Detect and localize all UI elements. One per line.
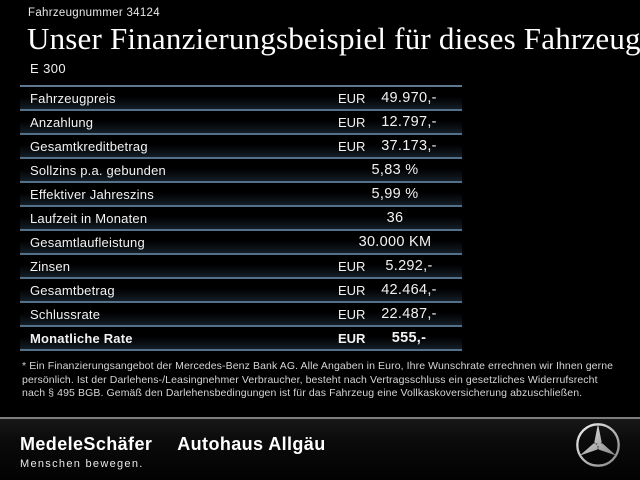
row-currency: EUR xyxy=(338,282,366,298)
row-value: 30.000 KM xyxy=(358,234,432,250)
dealer-block: MedeleSchäfer Autohaus Allgäu Menschen b… xyxy=(20,434,326,470)
financing-row: Monatliche Rate EUR 555,- xyxy=(20,327,462,351)
vehicle-number: Fahrzeugnummer 34124 xyxy=(28,7,160,19)
row-label: Gesamtlaufleistung xyxy=(30,234,145,250)
mercedes-star-icon xyxy=(575,422,621,468)
footnote: * Ein Finanzierungsangebot der Mercedes-… xyxy=(22,360,614,399)
row-value: 5.292,- xyxy=(385,258,433,274)
row-value-cell: EUR 22.487,- xyxy=(338,306,462,322)
row-value: 5,83 % xyxy=(371,162,419,178)
financing-row: Fahrzeugpreis EUR 49.970,- xyxy=(20,87,462,111)
row-label: Anzahlung xyxy=(30,114,94,130)
row-currency: EUR xyxy=(338,306,366,322)
row-label: Gesamtkreditbetrag xyxy=(30,138,148,154)
financing-row: Sollzins p.a. gebunden 5,83 % xyxy=(20,159,462,183)
row-label: Monatliche Rate xyxy=(30,330,133,346)
row-value: 36 xyxy=(386,210,404,226)
row-value: 37.173,- xyxy=(381,138,437,154)
financing-row: Zinsen EUR 5.292,- xyxy=(20,255,462,279)
row-value: 12.797,- xyxy=(381,114,437,130)
row-currency: EUR xyxy=(338,90,366,106)
model-name: E 300 xyxy=(30,61,66,76)
dealer-tagline: Menschen bewegen. xyxy=(20,458,144,470)
row-label: Fahrzeugpreis xyxy=(30,90,116,106)
row-currency: EUR xyxy=(338,258,366,274)
row-value: 555,- xyxy=(391,330,427,346)
row-label: Schlussrate xyxy=(30,306,101,322)
row-value-cell: EUR 555,- xyxy=(338,330,462,346)
row-label: Sollzins p.a. gebunden xyxy=(30,162,166,178)
row-value-cell: 5,99 % xyxy=(338,186,462,202)
row-value: 5,99 % xyxy=(371,186,419,202)
dealer-logo: MedeleSchäfer xyxy=(20,434,153,454)
financing-row: Effektiver Jahreszins 5,99 % xyxy=(20,183,462,207)
financing-row: Schlussrate EUR 22.487,- xyxy=(20,303,462,327)
row-value-cell: EUR 49.970,- xyxy=(338,90,462,106)
row-currency: EUR xyxy=(338,114,366,130)
row-currency: EUR xyxy=(338,138,366,154)
footer-bar: MedeleSchäfer Autohaus Allgäu Menschen b… xyxy=(0,417,640,480)
row-value-cell: 5,83 % xyxy=(338,162,462,178)
row-label: Effektiver Jahreszins xyxy=(30,186,154,202)
dealer-secondary-logo: Autohaus Allgäu xyxy=(177,434,326,454)
row-value-cell: 30.000 KM xyxy=(338,234,462,250)
row-label: Zinsen xyxy=(30,258,71,274)
row-label: Gesamtbetrag xyxy=(30,282,115,298)
financing-row: Gesamtkreditbetrag EUR 37.173,- xyxy=(20,135,462,159)
row-label: Laufzeit in Monaten xyxy=(30,210,148,226)
row-value-cell: EUR 42.464,- xyxy=(338,282,462,298)
row-value: 42.464,- xyxy=(381,282,437,298)
page-title: Unser Finanzierungsbeispiel für dieses F… xyxy=(27,21,640,56)
row-value-cell: EUR 12.797,- xyxy=(338,114,462,130)
row-value: 49.970,- xyxy=(381,90,437,106)
row-value-cell: 36 xyxy=(338,210,462,226)
row-value-cell: EUR 37.173,- xyxy=(338,138,462,154)
financing-row: Gesamtbetrag EUR 42.464,- xyxy=(20,279,462,303)
row-value: 22.487,- xyxy=(381,306,437,322)
financing-row: Anzahlung EUR 12.797,- xyxy=(20,111,462,135)
row-value-cell: EUR 5.292,- xyxy=(338,258,462,274)
row-currency: EUR xyxy=(338,330,366,346)
financing-row: Gesamtlaufleistung 30.000 KM xyxy=(20,231,462,255)
financing-table: Fahrzeugpreis EUR 49.970,- Anzahlung EUR 12.7… xyxy=(20,85,462,351)
financing-row: Laufzeit in Monaten 36 xyxy=(20,207,462,231)
